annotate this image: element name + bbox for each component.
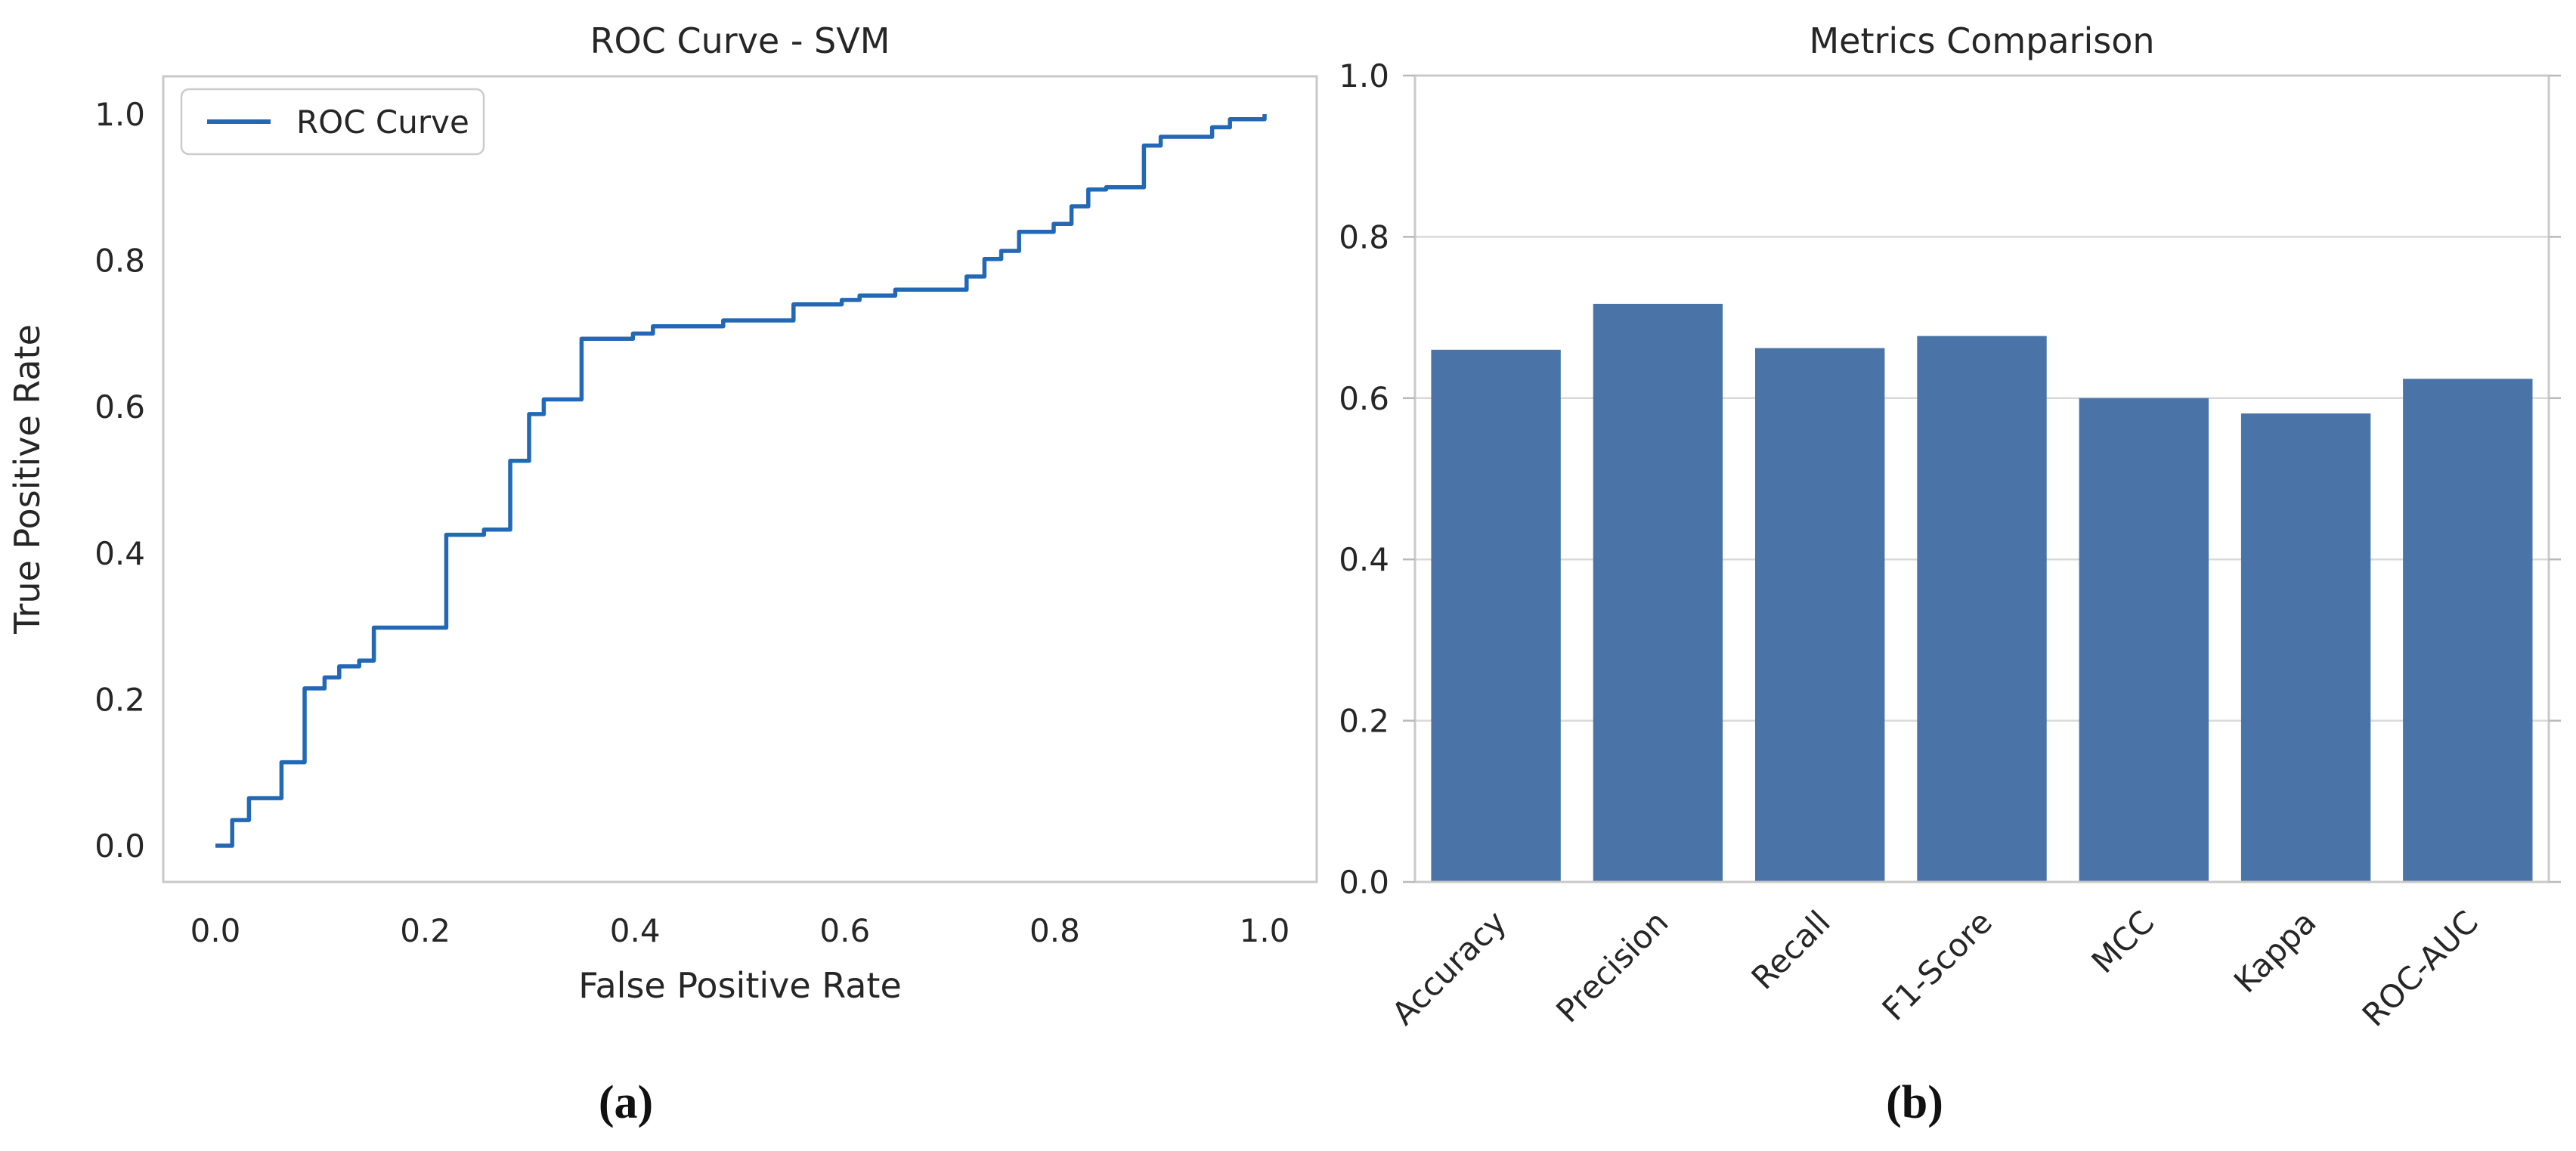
roc-y-axis: 0.0 0.2 0.4 0.6 0.8 1.0 xyxy=(94,96,145,865)
bar-roc-auc xyxy=(2403,379,2533,882)
roc-x-tick-label: 0.6 xyxy=(819,912,870,949)
roc-axes-frame xyxy=(162,75,1318,883)
roc-legend-label: ROC Curve xyxy=(296,104,469,141)
bar-y-tick-label: 1.0 xyxy=(1339,57,1389,94)
roc-xlabel: False Positive Rate xyxy=(578,965,902,1006)
caption-a: (a) xyxy=(598,1077,654,1128)
roc-x-tick-label: 0.4 xyxy=(610,912,661,949)
bar-x-tick-label: Precision xyxy=(1549,903,1675,1029)
bar-x-axis: Accuracy Precision Recall F1-Score MCC Kappa R… xyxy=(1385,903,2485,1033)
bar-f1-score xyxy=(1917,336,2047,883)
roc-title: ROC Curve - SVM xyxy=(590,20,890,61)
bar-x-tick-label: Recall xyxy=(1745,903,1838,996)
roc-y-tick-label: 1.0 xyxy=(94,96,145,133)
roc-x-tick-label: 1.0 xyxy=(1240,912,1290,949)
bar-axes-frame xyxy=(1413,74,2550,883)
caption-b: (b) xyxy=(1886,1077,1943,1128)
roc-ylabel: True Positive Rate xyxy=(7,324,48,635)
bar-mcc xyxy=(2079,398,2209,882)
bar-x-tick-label: F1-Score xyxy=(1875,903,2000,1028)
bar-x-tick-label: MCC xyxy=(2085,903,2162,980)
bar-y-tick-label: 0.8 xyxy=(1339,218,1389,255)
bar-kappa xyxy=(2240,413,2371,882)
bar-precision xyxy=(1593,304,1723,882)
roc-legend-box xyxy=(180,88,485,156)
roc-x-tick-label: 0.8 xyxy=(1029,912,1080,949)
roc-chart: ROC Curve - SVM False Positive Rate True… xyxy=(7,20,1318,1006)
roc-x-tick-label: 0.0 xyxy=(190,912,241,949)
bar-x-tick-label: Kappa xyxy=(2227,903,2324,1000)
bar-x-tick-label: ROC-AUC xyxy=(2355,903,2485,1033)
bar-recall xyxy=(1755,348,1885,883)
roc-x-tick-label: 0.2 xyxy=(400,912,450,949)
roc-y-tick-label: 0.0 xyxy=(94,828,145,865)
bar-title: Metrics Comparison xyxy=(1809,20,2154,61)
roc-curve-line xyxy=(215,114,1267,848)
bar-y-tick-label: 0.2 xyxy=(1339,703,1389,740)
roc-y-tick-label: 0.2 xyxy=(94,681,145,718)
bar-y-tick-label: 0.6 xyxy=(1339,380,1389,417)
roc-y-tick-label: 0.6 xyxy=(94,388,145,425)
roc-x-axis: 0.0 0.2 0.4 0.6 0.8 1.0 xyxy=(190,912,1290,949)
bar-series xyxy=(1431,304,2533,883)
roc-y-tick-label: 0.8 xyxy=(94,243,145,280)
bar-y-tick-label: 0.4 xyxy=(1339,541,1389,578)
bar-x-tick-label: Accuracy xyxy=(1385,903,1513,1032)
bar-accuracy xyxy=(1431,349,1561,882)
bar-y-axis: 0.0 0.2 0.4 0.6 0.8 1.0 xyxy=(1339,57,2561,901)
roc-legend: ROC Curve xyxy=(180,88,485,156)
roc-y-tick-label: 0.4 xyxy=(94,535,145,572)
bar-y-tick-label: 0.0 xyxy=(1339,864,1389,901)
bar-chart: Metrics Comparison 0.0 0.2 0.4 0.6 0.8 1.0 Ac… xyxy=(1339,20,2561,1034)
